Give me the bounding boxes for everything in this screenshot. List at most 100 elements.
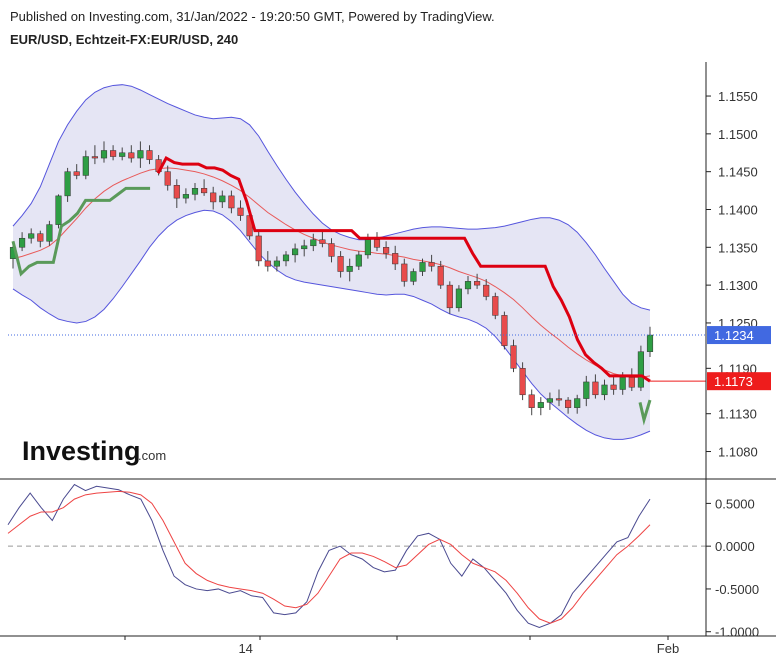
candle (392, 245, 399, 270)
stop-level-tag-label: 1.1173 (714, 374, 753, 389)
candle-body (91, 156, 98, 159)
candle-body (383, 247, 390, 254)
candle-body (201, 188, 208, 194)
candle (537, 397, 544, 416)
candle (528, 389, 535, 416)
candle (110, 145, 117, 161)
candle (19, 232, 26, 252)
candle (410, 268, 417, 286)
candle-body (437, 265, 444, 286)
candle (292, 243, 299, 263)
candle-body (264, 260, 271, 267)
candle (37, 230, 44, 248)
candle-body (583, 381, 590, 399)
candle (637, 345, 644, 392)
candle-body (392, 253, 399, 265)
candle (282, 251, 290, 267)
candle (546, 392, 553, 410)
candle-body (28, 233, 35, 239)
candle-body (82, 156, 89, 176)
stop-hook (638, 399, 652, 426)
candle-body (64, 171, 71, 197)
candle-body (137, 150, 144, 159)
price-axis: 1.1550 1.1500 1.1450 1.1400 1.1350 1.1300 1.12… (706, 89, 771, 640)
candle-body (474, 281, 481, 286)
stop-level-tag: 1.1173 (707, 372, 771, 391)
candle-body (73, 171, 80, 176)
y-tick-label: 1.1350 (718, 240, 758, 255)
candle-body (637, 351, 644, 388)
candle-body (301, 245, 308, 250)
candle-body (255, 235, 262, 262)
candle-body (119, 152, 126, 157)
candle (273, 256, 280, 272)
candle (592, 374, 599, 399)
osc-tick-label: 0.5000 (715, 496, 755, 511)
y-tick-label: 1.1550 (718, 89, 758, 104)
candle (337, 251, 344, 278)
oscillator-panel (7, 483, 706, 628)
candle (474, 273, 481, 289)
candle-body (346, 265, 353, 272)
candle (28, 228, 35, 244)
y-tick-label: 1.1400 (718, 202, 758, 217)
candle (355, 251, 362, 270)
candle (210, 186, 217, 210)
candle-body (546, 398, 553, 403)
candle-body (565, 399, 572, 408)
y-tick-label: 1.1500 (718, 127, 758, 142)
candle (574, 394, 581, 414)
candle (146, 145, 153, 165)
candle-body (528, 394, 535, 408)
candle (383, 241, 390, 259)
logo-brand: Investing (22, 436, 141, 466)
x-tick-label: 14 (238, 641, 252, 656)
candle (428, 254, 435, 272)
candle-body (501, 315, 508, 346)
candle-body (601, 384, 608, 396)
candle (492, 292, 499, 320)
osc-tick-label: 0.0000 (715, 539, 755, 554)
candle-body (574, 398, 581, 408)
last-price-tag: 1.1234 (707, 326, 771, 345)
candle-body (610, 384, 617, 390)
candle (164, 165, 171, 191)
time-axis: 14 Feb (124, 636, 679, 656)
candle (55, 194, 62, 229)
y-tick-label: 1.1080 (718, 445, 758, 460)
candle-body (37, 233, 44, 242)
stop-line-up (11, 186, 151, 277)
stop-level-tag-bg (707, 372, 771, 391)
candle-body (455, 288, 462, 309)
candle (264, 251, 271, 272)
published-caption: Published on Investing.com, 31/Jan/2022 … (10, 9, 495, 24)
candle (601, 379, 608, 401)
candle (519, 362, 526, 401)
candle-body (319, 239, 326, 244)
candle-body (628, 377, 635, 388)
osc-line-fast (7, 483, 651, 628)
candle (373, 232, 381, 252)
candle (501, 311, 508, 350)
candle (137, 141, 144, 168)
stop-line-down (156, 155, 651, 383)
candle (201, 179, 208, 196)
candle (119, 147, 126, 161)
candle-body (46, 224, 53, 242)
candle-body (337, 256, 344, 272)
candle-body (164, 171, 171, 186)
candle (73, 164, 80, 180)
candle-body (428, 262, 435, 267)
candle-body (282, 254, 290, 262)
candle (583, 375, 590, 407)
candlesticks (9, 141, 654, 416)
candle-body (146, 150, 153, 160)
candle (255, 230, 262, 267)
candle-body (464, 281, 472, 290)
candle (483, 279, 490, 301)
candle (310, 233, 317, 252)
candle (455, 285, 462, 312)
candle-body (219, 195, 226, 203)
candle-body (619, 377, 626, 390)
